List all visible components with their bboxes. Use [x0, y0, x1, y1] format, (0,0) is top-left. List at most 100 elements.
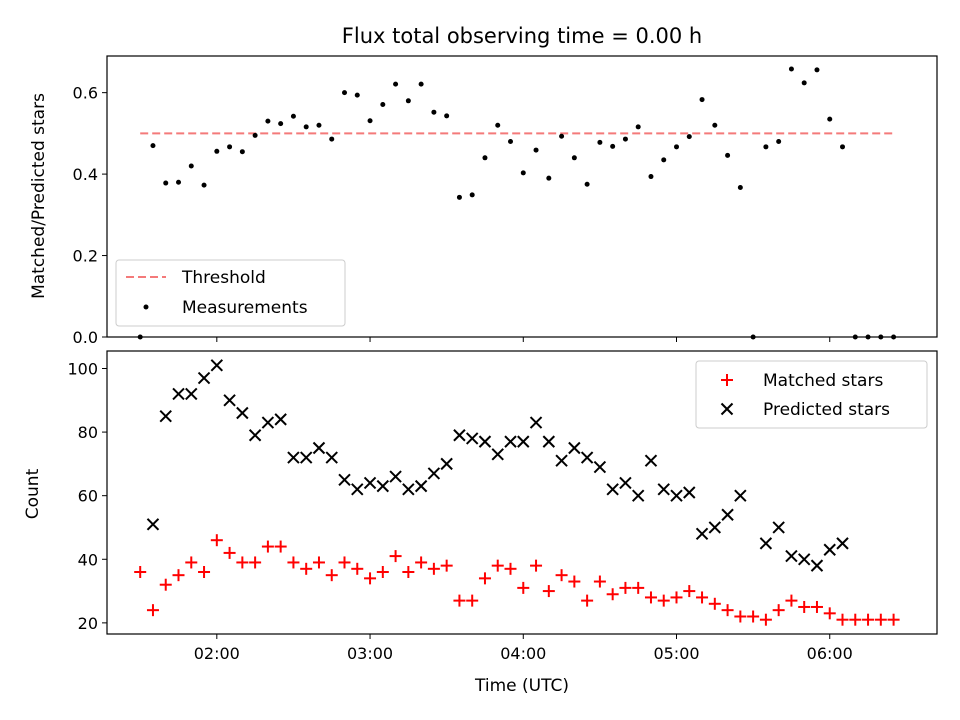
predicted-star-point-b	[440, 457, 453, 471]
predicted-star-point	[785, 549, 798, 563]
predicted-star-point	[363, 476, 377, 490]
matched-star-point	[172, 569, 185, 582]
x-tick-label: 05:00	[653, 644, 699, 663]
predicted-star-point-b	[683, 486, 696, 499]
matched-star-point	[223, 546, 236, 559]
measurement-point	[891, 334, 897, 340]
matched-star-point	[300, 562, 313, 575]
predicted-star-point	[402, 483, 415, 496]
matched-star-point	[236, 556, 249, 569]
matched-star-point	[261, 540, 274, 553]
matched-star-point	[798, 600, 811, 613]
matched-star-point	[542, 585, 555, 598]
matched-star-point	[338, 556, 351, 569]
measurement-point	[814, 67, 820, 73]
predicted-star-point	[606, 483, 619, 496]
y-tick-label-top: 0.6	[73, 84, 98, 103]
measurement-point	[584, 181, 590, 187]
measurement-point	[878, 334, 884, 340]
legend-matched-swatch	[721, 374, 733, 386]
measurement-point	[495, 122, 501, 128]
y-axis-label-bottom: Count	[23, 468, 43, 519]
measurement-point	[635, 124, 641, 130]
matched-star-point	[198, 565, 211, 578]
count-panel: 20 40 60 80 100 02:00 03:00 04:00 05:00 06:00 Matc…	[67, 350, 938, 663]
x-tick-label: 03:00	[347, 644, 393, 663]
legend-predicted-swatch	[720, 402, 734, 416]
predicted-star-point-b	[210, 359, 224, 372]
predicted-star-point	[734, 489, 747, 502]
matched-star-point	[453, 594, 466, 607]
matched-star-point	[785, 594, 798, 607]
y-tick-label-bottom: 100	[67, 359, 98, 378]
predicted-star-point	[414, 479, 428, 493]
matched-star-point	[491, 559, 504, 572]
measurement-point	[214, 148, 220, 154]
predicted-star-point-b	[223, 394, 236, 407]
matched-star-point	[312, 556, 325, 569]
predicted-star-point	[491, 448, 504, 461]
predicted-star-point	[197, 371, 211, 385]
predicted-star-point	[542, 435, 556, 448]
matched-star-point	[517, 581, 530, 594]
predicted-star-point	[351, 483, 364, 496]
measurement-point	[278, 121, 284, 127]
predicted-star-point-b	[823, 543, 836, 556]
matched-star-point	[759, 613, 772, 626]
predicted-star-point-b	[172, 387, 185, 401]
matched-star-point	[670, 591, 683, 604]
matched-star-point	[874, 613, 887, 626]
predicted-star-point	[159, 409, 172, 423]
y-tick-label-bottom: 20	[78, 614, 98, 633]
predicted-star-point-b	[351, 483, 364, 496]
measurement-point	[788, 66, 794, 72]
matched-star-point	[210, 534, 223, 547]
matched-star-point	[887, 613, 900, 626]
matched-star-point	[772, 604, 785, 617]
predicted-star-point-b	[734, 489, 747, 502]
predicted-star-point	[325, 451, 338, 464]
predicted-star-point-b	[274, 413, 287, 426]
measurement-point	[597, 139, 603, 145]
measurement-point	[712, 122, 718, 128]
measurement-point	[776, 139, 782, 145]
measurement-point	[546, 175, 552, 181]
legend-top: Threshold Measurements	[115, 259, 346, 327]
predicted-star-point	[580, 451, 594, 464]
predicted-star-point	[146, 518, 160, 531]
matched-star-point	[683, 585, 696, 598]
measurement-point	[354, 92, 360, 98]
measurement-point	[456, 194, 462, 200]
predicted-star-point-b	[146, 518, 160, 531]
y-tick-label-top: 0.2	[73, 247, 98, 266]
matched-star-point	[657, 594, 670, 607]
predicted-star-point-b	[312, 441, 326, 455]
predicted-star-point-b	[517, 435, 530, 448]
y-tick-label-top: 0.0	[73, 328, 98, 347]
predicted-star-point	[427, 467, 441, 480]
predicted-star-point	[721, 508, 734, 521]
predicted-star-point-b	[555, 454, 568, 467]
matched-star-point	[708, 597, 721, 610]
predicted-star-point	[338, 473, 351, 486]
predicted-star-point	[389, 470, 402, 483]
legend-measurement-label: Measurements	[182, 298, 308, 318]
y-axis-label-top: Matched/Predicted stars	[29, 93, 49, 299]
predicted-star-point-b	[785, 549, 798, 563]
matched-star-point	[747, 610, 760, 623]
measurement-point	[201, 182, 207, 188]
measurement-point	[737, 185, 743, 191]
predicted-star-point-b	[363, 476, 377, 490]
measurement-point	[380, 101, 386, 107]
measurement-point	[290, 113, 296, 119]
matched-star-point	[185, 556, 198, 569]
predicted-star-point	[619, 476, 632, 490]
matched-star-point	[619, 581, 632, 594]
predicted-star-point-b	[299, 451, 313, 464]
matched-star-point	[249, 556, 262, 569]
predicted-star-point	[836, 537, 849, 550]
predicted-star-point-b	[657, 483, 670, 496]
predicted-star-point	[478, 435, 492, 448]
predicted-star-point-b	[338, 473, 351, 486]
predicted-star-point	[210, 359, 224, 372]
